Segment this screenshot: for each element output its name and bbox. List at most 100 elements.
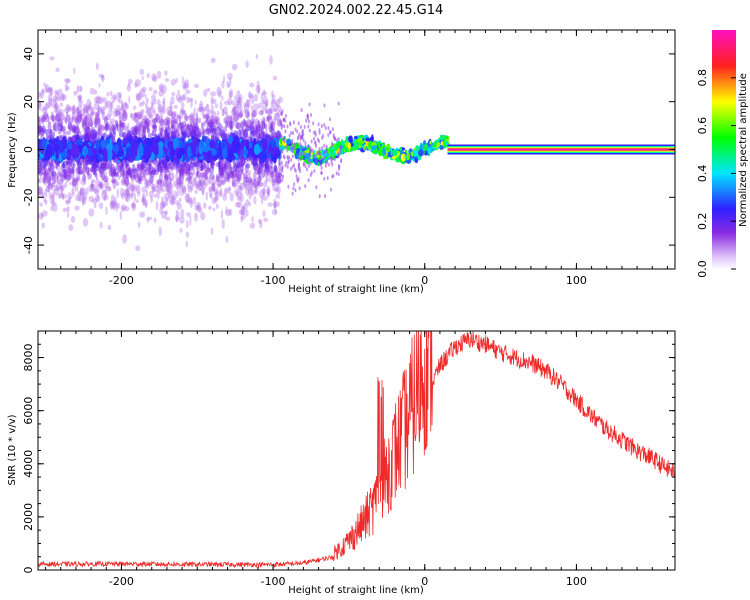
heatmap-cell [303, 161, 306, 166]
heatmap-cell [273, 202, 277, 210]
heatmap-cell [210, 162, 214, 169]
heatmap-cell [337, 172, 340, 177]
heatmap-cell [253, 195, 257, 205]
heatmap-cell [106, 125, 110, 131]
heatmap-cell [151, 124, 158, 129]
heatmap-cell [293, 182, 296, 187]
heatmap-cell [49, 86, 54, 96]
heatmap-cell [165, 175, 170, 182]
heatmap-cell [178, 181, 183, 188]
heatmap-cell [60, 93, 65, 101]
heatmap-cell [170, 112, 177, 119]
snr-data-point [348, 546, 349, 547]
heatmap-cell [115, 110, 121, 117]
heatmap-cell [229, 119, 233, 130]
heatmap-cell [59, 102, 63, 107]
heatmap-cell [219, 167, 224, 178]
heatmap-cell [307, 124, 310, 129]
heatmap-cell [235, 99, 241, 106]
heatmap-cell [244, 171, 250, 180]
heatmap-cell [98, 73, 104, 79]
heatmap-cell [62, 207, 68, 213]
heatmap-cell [285, 113, 287, 118]
heatmap-cell [136, 163, 140, 173]
heatmap-cell [38, 185, 42, 195]
heatmap-cell [337, 137, 340, 142]
heatmap-cell [156, 114, 160, 124]
heatmap-cell [65, 199, 71, 204]
heatmap-cell [264, 109, 268, 114]
heatmap-ylabel: Frequency (Hz) [7, 112, 18, 188]
heatmap-cell [97, 121, 101, 131]
heatmap-cell [221, 166, 225, 173]
heatmap-cell [95, 178, 100, 188]
heatmap-cell [175, 119, 178, 125]
heatmap-cell [200, 164, 204, 172]
heatmap-cell [156, 99, 161, 106]
heatmap-cell [191, 124, 198, 132]
heatmap-cell [273, 201, 278, 209]
heatmap-cell [397, 156, 400, 161]
heatmap-cell [70, 167, 75, 175]
heatmap-cell [330, 148, 334, 154]
heatmap-cell [198, 161, 203, 172]
heatmap-cell [259, 131, 265, 140]
heatmap-cell [55, 114, 59, 122]
heatmap-cell [242, 172, 246, 182]
heatmap-cell [45, 101, 50, 110]
heatmap-cell [82, 163, 88, 170]
heatmap-cell [104, 180, 110, 190]
heatmap-cell [219, 172, 225, 179]
heatmap-cell [187, 185, 193, 193]
heatmap-cell [91, 136, 95, 141]
heatmap-cell [304, 152, 306, 156]
heatmap-cell [294, 169, 297, 173]
heatmap-cell [151, 168, 157, 174]
heatmap-cell [258, 168, 262, 178]
heatmap-cell [432, 142, 438, 148]
heatmap-cell [228, 91, 233, 98]
heatmap-cell [308, 128, 311, 133]
x-tick-label: -100 [261, 274, 286, 287]
heatmap-cell [84, 115, 88, 120]
heatmap-cell [65, 200, 70, 206]
heatmap-cell [135, 93, 141, 102]
heatmap-cell [107, 224, 112, 231]
heatmap-cell [103, 132, 107, 139]
heatmap-cell [153, 217, 157, 224]
heatmap-cell [220, 180, 227, 185]
heatmap-cell [244, 176, 247, 183]
heatmap-cell [145, 166, 150, 176]
heatmap-cell [142, 194, 145, 203]
heatmap-cell [254, 124, 258, 132]
heatmap-cell [262, 139, 268, 151]
heatmap-cell [179, 186, 185, 196]
heatmap-cell [217, 183, 222, 188]
heatmap-cell [317, 122, 320, 127]
heatmap-cell [89, 173, 93, 180]
heatmap-cell [163, 172, 168, 179]
heatmap-cell [173, 118, 178, 125]
heatmap-cell [149, 176, 154, 184]
heatmap-cell [188, 118, 193, 123]
heatmap-cell [132, 131, 137, 136]
heatmap-cell [181, 126, 185, 131]
heatmap-cell [327, 133, 330, 137]
heatmap-cell [176, 190, 180, 197]
heatmap-cell [213, 196, 219, 203]
heatmap-cell [215, 126, 221, 132]
heatmap-cell [167, 189, 171, 199]
snr-data-point [637, 450, 638, 451]
heatmap-cell [211, 125, 217, 135]
heatmap-cell [104, 117, 108, 126]
heatmap-cell [214, 103, 218, 109]
heatmap-cell [278, 96, 283, 103]
heatmap-cell [205, 104, 210, 113]
heatmap-cell [170, 105, 173, 111]
heatmap-cell [216, 110, 220, 116]
colorbar-gradient [712, 30, 736, 269]
heatmap-cell [81, 170, 86, 175]
heatmap-cell [144, 93, 147, 99]
heatmap-cell [95, 194, 101, 203]
